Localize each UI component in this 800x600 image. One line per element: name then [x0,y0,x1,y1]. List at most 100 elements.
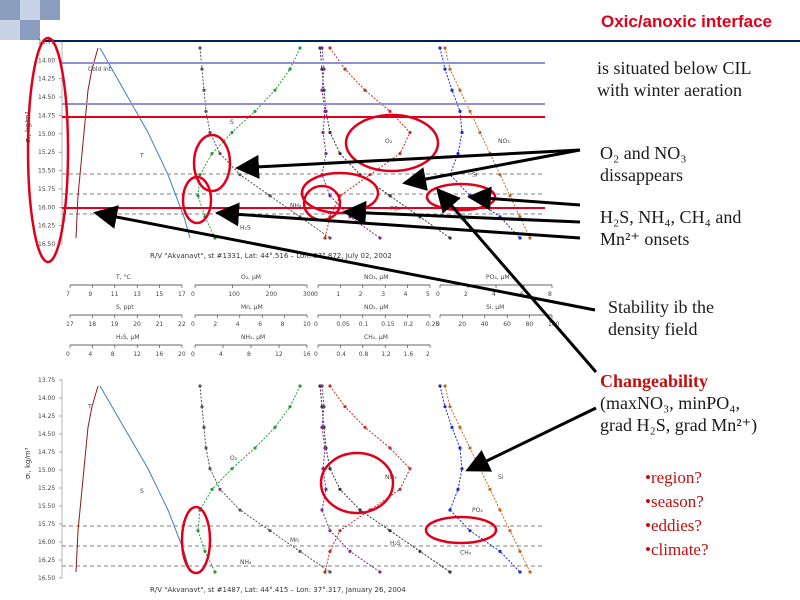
series-point [198,384,202,388]
axis-block-tick-label: 0 [66,351,70,358]
axis-block-label: Si, µM [486,304,504,311]
note-changeability: Changeability (maxNO₃, minPO₄, grad H₂S,… [600,370,757,436]
axis-block-tick-label: 20 [458,321,466,328]
y-tick-label: 15.25 [38,149,55,156]
axis-block-label: PO₄, µM [486,274,510,281]
y-tick-label: 14.25 [38,76,55,83]
axis-block-tick-label: 12 [133,351,141,358]
series-point [363,88,367,92]
note-stability: Stability ib the density field [608,296,714,340]
series-point [238,508,242,512]
y-tick-label: 13.75 [38,39,55,46]
bullet-item: •climate? [645,540,709,559]
series-point [230,467,234,471]
axis-block-label: CH₄, µM [364,334,388,341]
axis-block-label: Mn, µM [241,304,263,311]
series-line [99,385,191,573]
axis-block-tick-label: 4 [404,291,408,298]
axis-block-tick-label: 0.2 [404,321,414,328]
axis-block-tick-label: 16 [303,351,311,358]
series-point [320,425,324,429]
series-point [448,508,452,512]
note-o2-no3: O₂ and NO₃ dissappears [600,142,687,186]
pointer-arrow [465,406,597,472]
note-onsets: H₂S, NH₄, CH₄ and Mn²⁺ onsets [600,206,741,250]
axis-block-tick-label: 9 [88,291,92,298]
axis-block-tick-label: 11 [111,291,119,298]
series-annotation: NO₃ [498,138,510,145]
pointer-arrow [235,148,581,179]
axis-block-tick-label: 12 [275,351,283,358]
note-cil: is situated below CIL with winter aerati… [597,57,751,101]
y-tick-label: 16.00 [38,539,55,546]
axis-block-tick-label: 0 [191,351,195,358]
bullet-item: •eddies? [645,516,702,535]
y-tick-label: 14.50 [38,431,55,438]
series-point [210,151,214,156]
axis-block-tick-label: 13 [133,291,141,298]
series-point [322,405,326,409]
y-tick-label: 16.50 [38,241,55,248]
series-point [324,151,328,156]
series-point [368,173,372,177]
series-point [468,529,472,533]
series-point [204,446,208,450]
series-point [273,88,277,92]
bullet-item: •season? [645,492,704,511]
series-annotation: Mn [290,537,299,544]
note-line: (maxNO₃, minPO₄, [600,393,741,413]
series-point [388,446,392,450]
y-tick-label: 16.25 [38,223,55,230]
highlight-ellipse [425,182,497,212]
series-line [99,47,191,239]
series-annotation: S [140,488,144,495]
series-point [448,67,452,71]
series-annotation: T [87,403,92,410]
axis-block-tick-label: 19 [111,321,119,328]
series-point [518,570,522,574]
series-point [468,446,472,450]
series-point [196,194,200,198]
bullet-list: •region? •season? •eddies? •climate? [645,466,709,562]
series-point [320,88,324,92]
series-point [418,549,422,553]
series-line [75,47,99,239]
series-point [343,67,347,71]
series-point [208,130,212,135]
series-point [328,130,332,135]
series-point [320,46,324,50]
series-point [443,67,447,71]
series-point [328,194,332,198]
axis-block-tick-label: 0 [191,291,195,298]
axis-block-tick-label: 40 [481,321,489,328]
series-point [456,151,460,156]
axis-block-tick-label: 100 [228,291,240,298]
axis-block-tick-label: 16 [156,351,164,358]
y-tick-label: 14.00 [38,395,55,402]
series-point [298,46,302,50]
series-point [468,109,472,113]
series-point [450,425,454,429]
series-point [196,529,200,533]
series-annotation: H₂S [390,540,401,547]
axis-block-tick-label: 4 [88,351,92,358]
series-line [321,385,381,573]
axis-block-tick-label: 5 [426,291,430,298]
pointer-arrow [436,187,598,373]
axis-block-tick-label: 0 [191,321,195,328]
axis-block-tick-label: 0.8 [359,351,369,358]
axis-block-label: H₂S, µM [116,334,140,341]
series-point [218,151,222,156]
series-point [358,508,362,512]
series-point [298,549,302,553]
series-line [439,385,521,573]
y-tick-label: 15.50 [38,168,55,175]
series-point [408,130,412,135]
series-point [528,570,532,574]
series-point [518,549,522,553]
axis-block-tick-label: 18 [88,321,96,328]
highlight-ellipse [344,113,440,173]
axis-block-tick-label: 3 [381,291,385,298]
series-annotation: H₂S [240,225,251,232]
